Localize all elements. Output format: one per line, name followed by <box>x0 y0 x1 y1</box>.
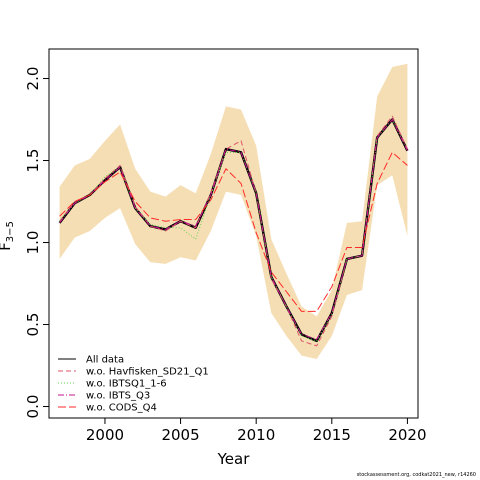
y-axis-title-subscript: 3−5 <box>5 221 16 242</box>
confidence-band-layer <box>59 63 408 359</box>
y-tick-label: 1.5 <box>24 149 42 173</box>
y-tick-label: 1.0 <box>24 231 42 255</box>
y-axis-title-main: F <box>0 242 14 251</box>
x-axis-title: Year <box>217 450 251 468</box>
series-line-4 <box>59 151 408 312</box>
legend-label-4: w.o. CODS_Q4 <box>86 403 157 414</box>
x-tick-label: 2015 <box>313 426 351 444</box>
confidence-band <box>59 63 408 359</box>
legend-label-2: w.o. IBTSQ1_1-6 <box>86 379 167 390</box>
y-tick-label: 0.0 <box>24 395 42 419</box>
y-axis-title: F3−5 <box>0 221 16 251</box>
footer-credit: stockassessment.org, codkat2021_new, r14… <box>356 472 476 478</box>
legend-label-3: w.o. IBTS_Q3 <box>86 391 150 402</box>
legend-label-1: w.o. Havfisken_SD21_Q1 <box>86 367 209 378</box>
series-layer <box>58 115 409 347</box>
x-axis: 2000 2005 2010 2015 2020 <box>86 418 427 444</box>
y-tick-label: 2.0 <box>24 67 42 91</box>
legend-label-0: All data <box>86 355 124 366</box>
series-line-3 <box>59 119 408 340</box>
x-tick-label: 2005 <box>161 426 199 444</box>
x-tick-label: 2010 <box>237 426 275 444</box>
x-tick-label: 2000 <box>86 426 124 444</box>
y-axis: 0.0 0.5 1.0 1.5 2.0 <box>24 67 49 419</box>
plot-frame <box>48 48 419 419</box>
y-tick-label: 0.5 <box>24 313 42 337</box>
x-tick-label: 2020 <box>388 426 426 444</box>
